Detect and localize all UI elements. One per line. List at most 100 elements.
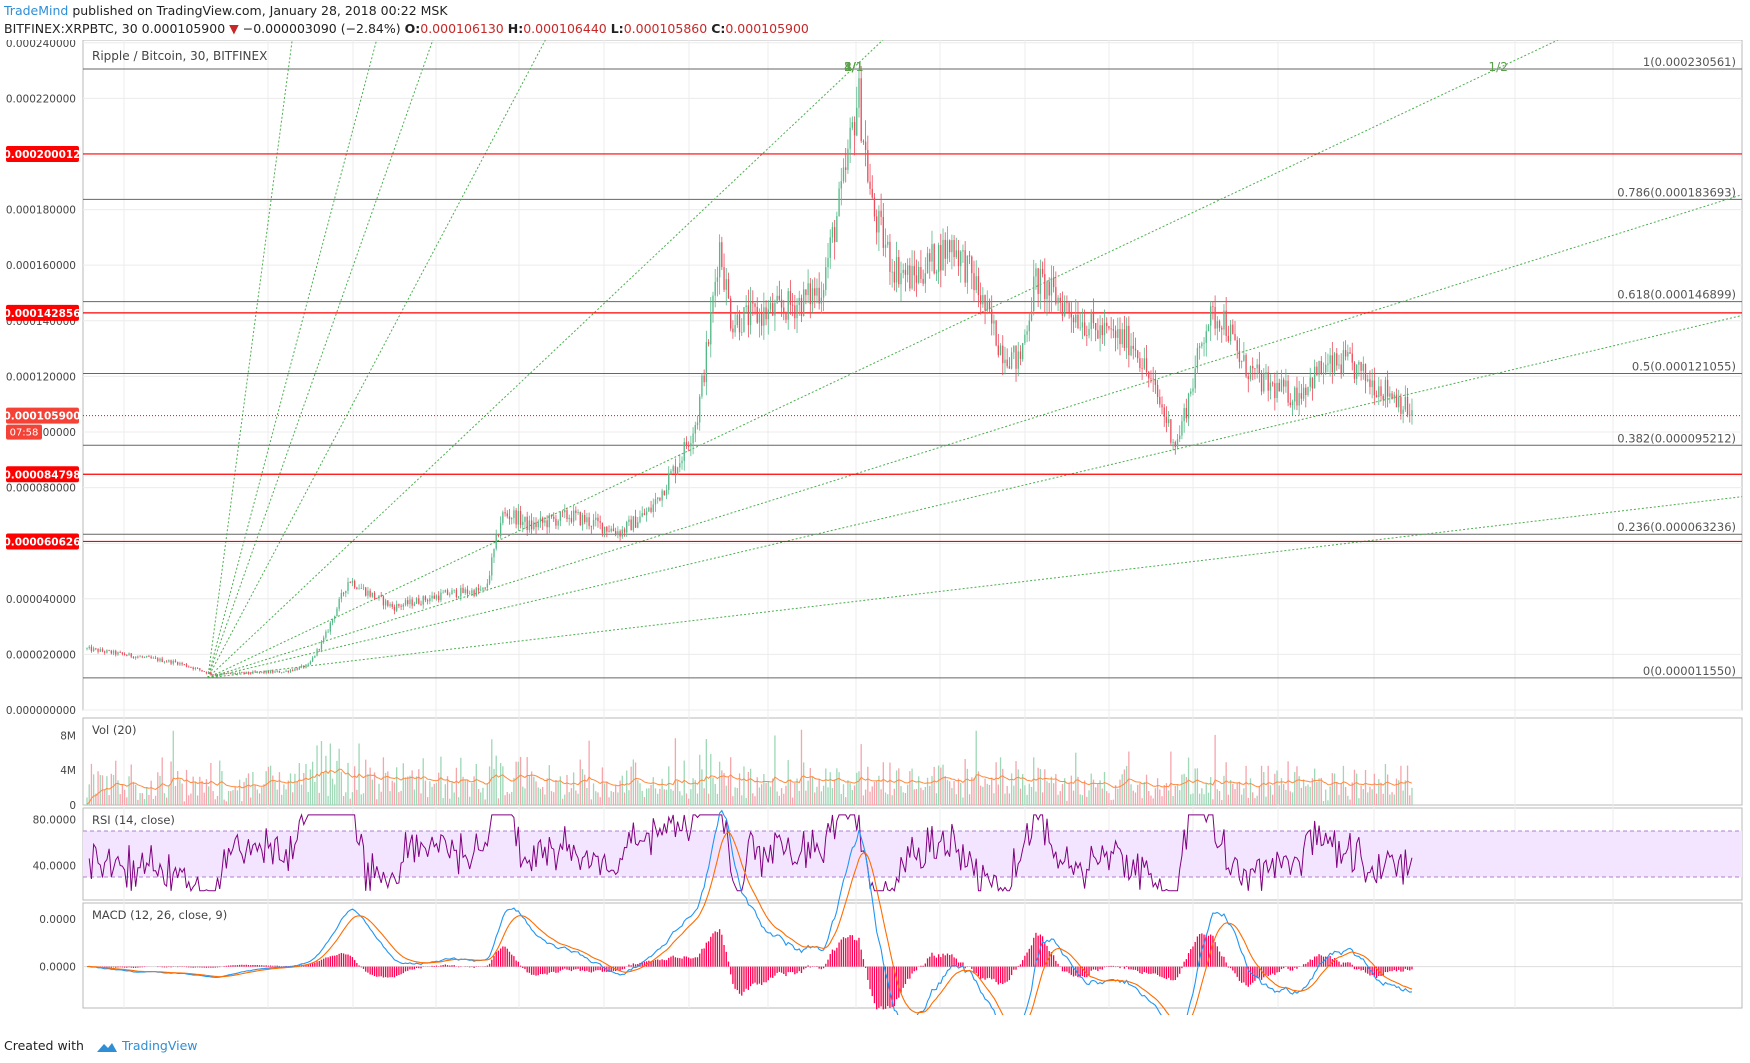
candle-body bbox=[727, 279, 730, 299]
candle-body bbox=[1283, 379, 1285, 387]
candle-body bbox=[95, 648, 97, 650]
volume-bar bbox=[811, 776, 814, 805]
macd-hist-bar bbox=[1276, 966, 1278, 973]
candle-body bbox=[617, 531, 619, 535]
author-link[interactable]: TradeMind bbox=[4, 3, 69, 18]
volume-bar bbox=[949, 781, 951, 805]
macd-hist-bar bbox=[537, 966, 539, 976]
macd-hist-bar bbox=[949, 955, 951, 967]
volume-bar bbox=[803, 762, 805, 805]
volume-bar bbox=[1247, 797, 1249, 805]
volume-bar bbox=[566, 775, 568, 805]
volume-bar bbox=[800, 729, 803, 805]
volume-bar bbox=[1026, 794, 1028, 805]
candle-body bbox=[752, 301, 754, 304]
volume-bar bbox=[1260, 765, 1263, 805]
volume-bar bbox=[995, 762, 997, 805]
volume-bar bbox=[519, 756, 522, 805]
macd-hist-bar bbox=[628, 964, 630, 967]
volume-bar bbox=[590, 799, 592, 805]
volume-bar bbox=[999, 757, 1002, 805]
macd-hist-bar bbox=[400, 966, 402, 975]
macd-hist-bar bbox=[1017, 965, 1019, 967]
candle-body bbox=[1159, 397, 1161, 405]
candle-body bbox=[123, 653, 126, 656]
volume-bar bbox=[741, 795, 743, 805]
macd-hist-bar bbox=[247, 964, 250, 967]
volume-bar bbox=[902, 792, 904, 805]
candle-body bbox=[1316, 366, 1318, 376]
chart-area[interactable]: 51112:001812:002512:00201812:00812:00151… bbox=[0, 40, 1750, 1015]
macd-hist-bar bbox=[953, 957, 955, 967]
volume-bar bbox=[1048, 782, 1050, 805]
candle-body bbox=[1059, 297, 1061, 303]
candle-body bbox=[1130, 345, 1132, 356]
macd-hist-bar bbox=[643, 961, 646, 967]
macd-hist-bar bbox=[469, 966, 471, 968]
high-value: 0.000106440 bbox=[523, 21, 607, 36]
candle-body bbox=[811, 288, 814, 305]
macd-hist-bar bbox=[1360, 966, 1362, 971]
macd-hist-bar bbox=[997, 966, 999, 985]
candle-body bbox=[143, 656, 146, 658]
volume-bar bbox=[1287, 761, 1289, 805]
macd-hist-bar bbox=[1216, 946, 1218, 967]
candle-body bbox=[690, 443, 692, 447]
macd-hist-bar bbox=[1190, 949, 1192, 967]
macd-hist-bar bbox=[860, 949, 862, 967]
y-tick-label: 0.000040000 bbox=[6, 594, 76, 606]
volume-bar bbox=[1132, 790, 1134, 805]
volume-bar bbox=[769, 786, 772, 805]
macd-hist-bar bbox=[849, 935, 851, 967]
price-level-tag bbox=[6, 466, 79, 483]
candle-body bbox=[652, 504, 654, 512]
macd-hist-bar bbox=[309, 964, 312, 967]
candle-body bbox=[1384, 379, 1387, 400]
macd-hist-bar bbox=[851, 935, 854, 967]
gann-fan-line bbox=[207, 40, 293, 678]
candle-body bbox=[183, 664, 185, 666]
candle-body bbox=[1163, 407, 1165, 417]
candle-body bbox=[933, 244, 935, 274]
candle-body bbox=[1358, 361, 1360, 365]
tradingview-link[interactable]: TradingView bbox=[121, 1038, 198, 1053]
macd-hist-bar bbox=[488, 963, 491, 967]
volume-y-tick-label: 4M bbox=[60, 765, 76, 777]
candle-body bbox=[831, 227, 834, 238]
candle-body bbox=[1320, 360, 1322, 374]
macd-hist-bar bbox=[256, 965, 258, 967]
macd-hist-bar bbox=[334, 955, 336, 967]
volume-bar bbox=[356, 789, 358, 805]
candle-body bbox=[999, 345, 1002, 356]
candle-body bbox=[1002, 345, 1004, 364]
candle-body bbox=[130, 653, 132, 657]
volume-bar bbox=[687, 798, 690, 805]
candle-body bbox=[1322, 372, 1325, 374]
candle-body bbox=[827, 257, 829, 268]
volume-bar bbox=[829, 772, 831, 805]
candle-body bbox=[1017, 351, 1019, 369]
volume-bar bbox=[1170, 751, 1172, 805]
candle-body bbox=[413, 603, 416, 606]
candle-body bbox=[407, 600, 409, 605]
candle-body bbox=[898, 257, 900, 285]
volume-bar bbox=[964, 759, 966, 805]
macd-hist-bar bbox=[141, 966, 143, 968]
candle-body bbox=[630, 519, 632, 531]
candle-body bbox=[661, 490, 663, 501]
macd-hist-bar bbox=[517, 961, 519, 967]
volume-bar bbox=[670, 789, 672, 805]
volume-bar bbox=[278, 772, 281, 805]
macd-hist-bar bbox=[305, 964, 307, 967]
volume-bar bbox=[853, 785, 856, 805]
volume-bar bbox=[1227, 794, 1230, 805]
countdown-tag bbox=[6, 424, 42, 440]
price-level-tag bbox=[6, 304, 79, 321]
macd-hist-bar bbox=[1183, 961, 1185, 967]
volume-bar bbox=[515, 761, 517, 805]
macd-hist-bar bbox=[1313, 956, 1316, 967]
macd-hist-bar bbox=[280, 966, 283, 967]
candle-body bbox=[626, 521, 628, 533]
macd-hist-bar bbox=[1238, 966, 1241, 981]
candle-body bbox=[940, 245, 942, 271]
